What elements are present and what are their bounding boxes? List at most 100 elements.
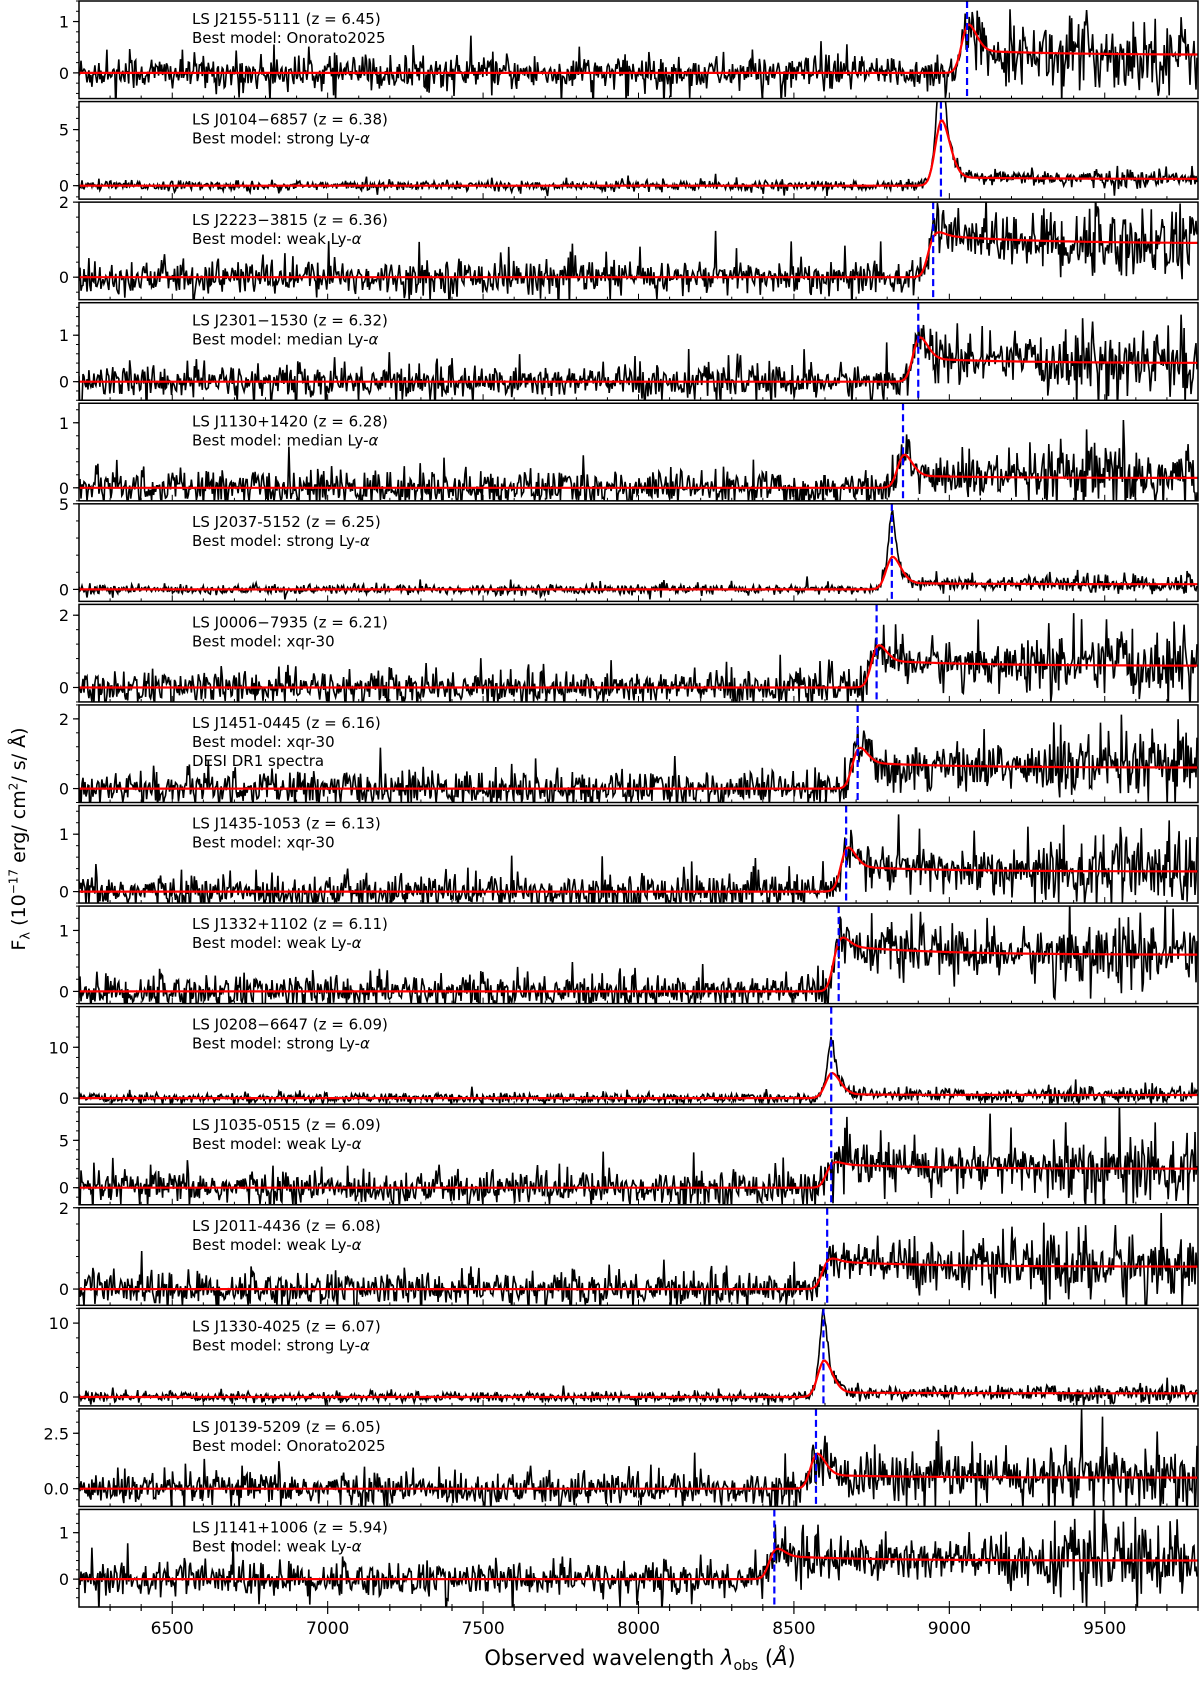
x-tick-label: 8000	[617, 1619, 660, 1639]
y-axis-label: Fλ (10−17 erg/ cm2/ s/ Å)	[6, 727, 34, 951]
y-tick-label: 0	[59, 1089, 69, 1108]
x-axis: 6500 7000 7500 8000 8500 9000 9500	[109, 1607, 1199, 1639]
panel-title: LS J1435-1053 (z = 6.13)	[192, 815, 381, 833]
spectrum-panel: 0 1 LS J2301−1530 (z = 6.32)Best model: me…	[59, 301, 1199, 401]
panel-title: LS J0139-5209 (z = 6.05)	[192, 1418, 381, 1436]
observed-spectrum-line	[79, 613, 1198, 702]
best-model-line	[79, 231, 1198, 279]
spectrum-panel: 0 10 LS J0208−6647 (z = 6.09)Best model: s…	[49, 1005, 1199, 1108]
panel-model-label: Best model: median Ly-α	[192, 331, 379, 349]
spectrum-panel: 0 1 LS J1141+1006 (z = 5.94)Best model: we…	[59, 1508, 1199, 1608]
best-model-line	[79, 555, 1198, 591]
best-model-line	[79, 1452, 1198, 1490]
best-model-line	[79, 1547, 1198, 1581]
panel-model-label: Best model: weak Ly-α	[192, 1236, 362, 1254]
spectrum-panel: 0 2 LS J0006−7935 (z = 6.21)Best model: xq…	[59, 603, 1199, 703]
y-tick-label: 0	[59, 1280, 69, 1299]
observed-spectrum-line	[79, 1107, 1198, 1205]
panel-model-label: Best model: strong Ly-α	[192, 130, 370, 148]
x-tick-label: 7000	[306, 1619, 349, 1639]
spectrum-panel: 0 10 LS J1330-4025 (z = 6.07)Best model: s…	[49, 1307, 1199, 1407]
y-tick-label: 1	[59, 1524, 69, 1543]
panel-note: DESI DR1 spectra	[192, 752, 324, 770]
panel-title: LS J2223−3815 (z = 6.36)	[192, 211, 388, 229]
observed-spectrum-line	[79, 1308, 1198, 1406]
panel-model-label: Best model: strong Ly-α	[192, 532, 370, 550]
panel-model-label: Best model: weak Ly-α	[192, 1135, 362, 1153]
y-tick-label: 0	[59, 780, 69, 799]
best-model-line	[79, 1161, 1198, 1189]
spectrum-panel: 0 1 LS J1435-1053 (z = 6.13)Best model: xq…	[59, 804, 1199, 904]
best-model-line	[79, 336, 1198, 383]
panel-model-label: Best model: xqr-30	[192, 834, 335, 852]
best-model-line	[79, 23, 1198, 74]
y-axis-label-container: Fλ (10−17 erg/ cm2/ s/ Å)	[0, 0, 40, 1678]
panel-title: LS J0006−7935 (z = 6.21)	[192, 613, 388, 631]
x-axis-label: Observed wavelength λobs (Å)	[484, 1646, 796, 1675]
panel-title: LS J1330-4025 (z = 6.07)	[192, 1317, 381, 1335]
spectrum-panel: 0 5 LS J2037-5152 (z = 6.25)Best model: st…	[59, 495, 1199, 603]
panel-title: LS J2011-4436 (z = 6.08)	[192, 1217, 381, 1235]
spectrum-panel: 0 1 LS J1130+1420 (z = 6.28)Best model: me…	[59, 402, 1199, 502]
y-tick-label: 5	[59, 121, 69, 140]
panel-title: LS J0208−6647 (z = 6.09)	[192, 1016, 388, 1034]
panel-title: LS J1451-0445 (z = 6.16)	[192, 714, 381, 732]
panel-model-label: Best model: strong Ly-α	[192, 1336, 370, 1354]
panel-model-label: Best model: Onorato2025	[192, 29, 386, 47]
y-tick-label: 0	[59, 479, 69, 498]
spectrum-panel: 0 2 LS J1451-0445 (z = 6.16)Best model: xq…	[59, 704, 1199, 804]
panel-model-label: Best model: weak Ly-α	[192, 934, 362, 952]
y-tick-label: 5	[59, 1131, 69, 1150]
best-model-line	[79, 1071, 1198, 1100]
best-model-line	[79, 644, 1198, 689]
y-tick-label: 2	[59, 193, 69, 212]
panel-model-label: Best model: Onorato2025	[192, 1437, 386, 1455]
panel-title: LS J2155-5111 (z = 6.45)	[192, 10, 381, 28]
y-tick-label: 0	[59, 1570, 69, 1589]
observed-spectrum-line	[79, 1409, 1198, 1507]
y-tick-label: 10	[49, 1038, 69, 1057]
panel-model-label: Best model: weak Ly-α	[192, 1537, 362, 1555]
best-model-line	[79, 1257, 1198, 1291]
x-tick-label: 8500	[772, 1619, 815, 1639]
y-tick-label: 2	[59, 1199, 69, 1218]
x-tick-label: 6500	[151, 1619, 194, 1639]
best-model-line	[79, 453, 1198, 489]
x-tick-label: 7500	[461, 1619, 504, 1639]
spectrum-panel: 0 2 LS J2011-4436 (z = 6.08)Best model: we…	[59, 1199, 1199, 1307]
spectrum-panel: 0 1 LS J2155-5111 (z = 6.45)Best model: On…	[59, 0, 1199, 100]
panel-title: LS J0104−6857 (z = 6.38)	[192, 111, 388, 129]
panel-title: LS J1035-0515 (z = 6.09)	[192, 1116, 381, 1134]
y-tick-label: 1	[59, 13, 69, 32]
spectrum-panel: 0 2 LS J2223−3815 (z = 6.36)Best model: we…	[59, 193, 1199, 301]
y-tick-label: 0	[59, 982, 69, 1001]
observed-spectrum-line	[79, 9, 1198, 99]
observed-spectrum-line	[79, 1212, 1198, 1306]
y-tick-label: 0.0	[44, 1480, 69, 1499]
y-tick-label: 0	[59, 1388, 69, 1407]
best-model-line	[79, 936, 1198, 993]
y-tick-label: 2	[59, 606, 69, 625]
panel-title: LS J1141+1006 (z = 5.94)	[192, 1518, 388, 1536]
best-model-line	[79, 846, 1198, 893]
y-tick-label: 0	[59, 883, 69, 902]
spectrum-panel: 0.0 2.5 LS J0139-5209 (z = 6.05)Best model…	[44, 1408, 1199, 1508]
panel-model-label: Best model: median Ly-α	[192, 431, 379, 449]
y-tick-label: 1	[59, 825, 69, 844]
y-tick-label: 2.5	[44, 1424, 69, 1443]
y-tick-label: 0	[59, 177, 69, 196]
panel-title: LS J2301−1530 (z = 6.32)	[192, 312, 388, 330]
y-tick-label: 2	[59, 710, 69, 729]
panel-model-label: Best model: strong Ly-α	[192, 1035, 370, 1053]
x-tick-label: 9500	[1083, 1619, 1126, 1639]
best-model-line	[79, 746, 1198, 790]
y-tick-label: 1	[59, 414, 69, 433]
y-tick-label: 1	[59, 326, 69, 345]
y-tick-label: 10	[49, 1314, 69, 1333]
y-tick-label: 1	[59, 921, 69, 940]
y-tick-label: 5	[59, 495, 69, 514]
y-tick-label: 0	[59, 580, 69, 599]
spectrum-panel: 0 5 LS J0104−6857 (z = 6.38)Best model: st…	[59, 100, 1199, 200]
